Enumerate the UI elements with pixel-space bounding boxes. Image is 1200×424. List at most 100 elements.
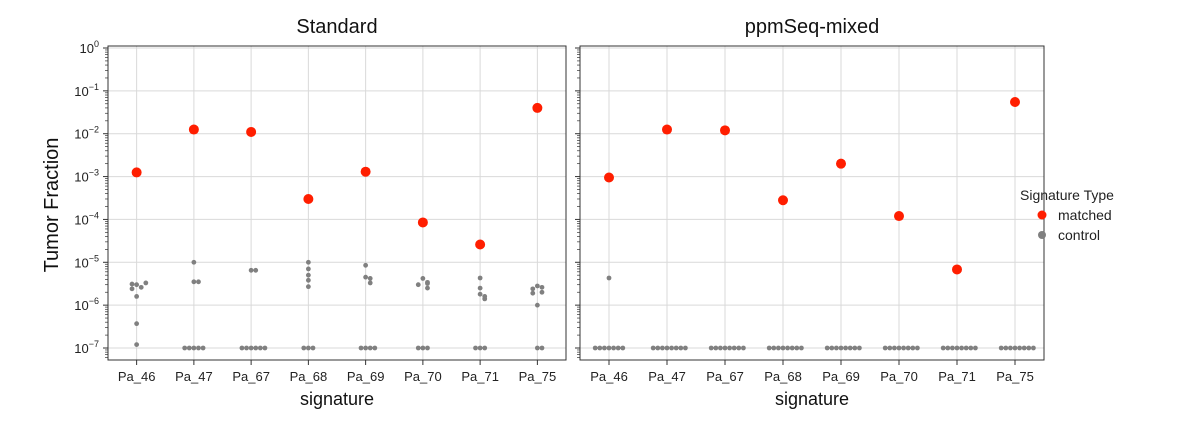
control-point	[310, 345, 316, 351]
panel-2: ppmSeq-mixed signature Pa_46 Pa_47 Pa_67 Pa_6…	[575, 16, 1045, 409]
legend-label-control: control	[1058, 227, 1100, 243]
y-tick-label: 10−2	[74, 125, 99, 142]
x-tick-label: Pa_70	[404, 369, 442, 384]
control-point	[477, 291, 483, 297]
control-point	[200, 345, 206, 351]
y-tick-label: 10−4	[74, 210, 99, 227]
control-point	[305, 277, 311, 283]
control-point	[776, 345, 781, 351]
matched-point	[778, 195, 788, 206]
control-point	[611, 345, 616, 351]
y-tick-label: 10−6	[74, 296, 99, 313]
x-tick-label: Pa_47	[175, 369, 213, 384]
control-point	[602, 345, 607, 351]
control-point	[597, 345, 603, 351]
control-point	[473, 345, 478, 351]
control-point	[843, 345, 848, 351]
control-point	[1012, 345, 1018, 351]
y-axis-label: Tumor Fraction	[41, 138, 63, 273]
control-point	[539, 289, 545, 295]
matched-point	[532, 102, 543, 113]
x-tick-label: Pa_69	[347, 369, 385, 384]
control-point	[973, 345, 978, 351]
control-point	[771, 345, 777, 351]
control-point	[799, 345, 804, 351]
control-point	[1021, 345, 1027, 351]
control-point	[253, 345, 259, 351]
matched-point	[720, 125, 730, 136]
control-point	[305, 345, 311, 351]
control-point	[963, 345, 969, 351]
x-tick-label: Pa_70	[880, 369, 918, 384]
control-point	[138, 284, 144, 290]
plot-frame	[579, 45, 1045, 361]
control-point	[785, 345, 790, 351]
control-point	[606, 275, 612, 281]
control-point	[1026, 345, 1032, 351]
control-point	[708, 345, 714, 351]
control-point	[673, 345, 679, 351]
control-point	[998, 345, 1004, 351]
matched-point	[894, 211, 904, 222]
control-point	[257, 345, 263, 351]
control-point	[968, 345, 974, 351]
panel-1: Standard signature Pa_46 Pa_47 Pa_67 Pa_68 Pa_…	[74, 16, 567, 409]
y-tick-label: 100	[80, 39, 99, 56]
control-point	[896, 345, 902, 351]
matched-point	[662, 124, 672, 135]
x-tick-label: Pa_46	[590, 369, 628, 384]
control-point	[372, 345, 378, 351]
control-point	[425, 285, 430, 291]
x-tick-label: Pa_47	[648, 369, 686, 384]
control-point	[363, 345, 369, 351]
control-point	[727, 345, 732, 351]
control-point	[134, 342, 140, 348]
legend-label-matched: matched	[1058, 207, 1112, 223]
matched-point	[188, 124, 199, 135]
control-point	[539, 284, 545, 290]
control-point	[905, 345, 911, 351]
x-tick-label: Pa_71	[461, 369, 499, 384]
control-point	[664, 345, 670, 351]
control-point	[606, 345, 612, 351]
control-point	[940, 345, 946, 351]
control-point	[191, 279, 197, 285]
control-point	[847, 345, 853, 351]
matched-point	[952, 264, 962, 275]
control-point	[534, 283, 540, 289]
y-tick-label: 10−3	[74, 168, 99, 185]
panels: Standard signature Pa_46 Pa_47 Pa_67 Pa_68 Pa_…	[74, 16, 1045, 409]
y-tick-label: 10−1	[74, 82, 99, 99]
control-point	[363, 274, 369, 280]
control-point	[887, 345, 893, 351]
control-point	[196, 279, 201, 285]
control-point	[477, 275, 483, 281]
control-point	[305, 266, 311, 272]
control-point	[191, 259, 197, 265]
control-point	[301, 345, 307, 351]
x-tick-label: Pa_68	[290, 369, 328, 384]
control-point	[129, 281, 135, 287]
matched-point	[360, 166, 371, 177]
x-tick-label: Pa_75	[996, 369, 1034, 384]
control-point	[415, 282, 421, 288]
x-tick-label: Pa_68	[764, 369, 802, 384]
control-point	[592, 345, 598, 351]
matched-point	[417, 217, 428, 228]
x-tick-label: Pa_75	[519, 369, 557, 384]
matched-point	[475, 239, 486, 250]
control-point	[794, 345, 800, 351]
control-point	[367, 276, 373, 281]
matched-point	[1010, 96, 1020, 107]
control-point	[857, 345, 862, 351]
control-point	[722, 345, 728, 351]
control-point	[534, 302, 540, 308]
control-point	[650, 345, 656, 351]
control-point	[363, 262, 369, 268]
control-point	[766, 345, 772, 351]
control-point	[415, 345, 421, 351]
control-point	[420, 276, 426, 281]
control-point	[248, 267, 254, 273]
control-point	[660, 345, 665, 351]
